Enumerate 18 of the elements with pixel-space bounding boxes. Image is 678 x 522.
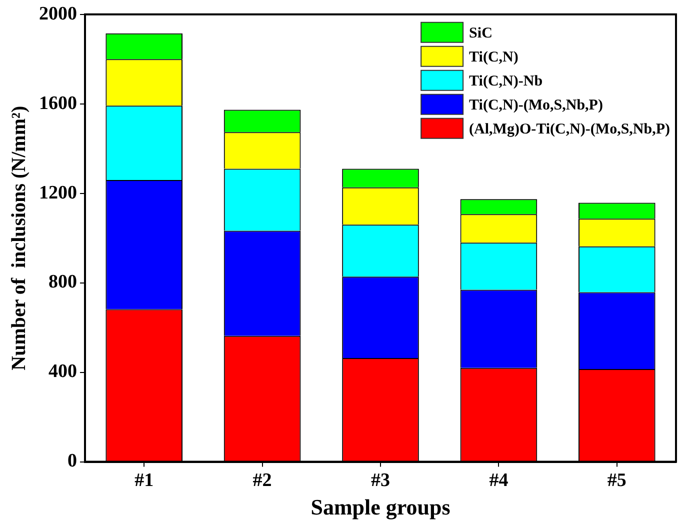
- x-tick-label: #3: [371, 470, 390, 492]
- y-tick-label: 0: [68, 450, 77, 472]
- y-tick-label: 2000: [39, 3, 77, 24]
- y-tick-label: 800: [48, 272, 77, 293]
- legend-label: Ti(C,N): [469, 49, 518, 66]
- y-tick-label: 400: [48, 361, 77, 382]
- x-axis-title: Sample groups: [310, 494, 451, 520]
- x-tick-label: #2: [252, 470, 272, 492]
- x-tick-label: #1: [134, 470, 154, 492]
- y-tick-label: 1200: [39, 182, 77, 204]
- legend-label: Ti(C,N)-Nb: [469, 73, 543, 90]
- x-tick-label: #4: [489, 470, 509, 492]
- legend-label: SiC: [469, 25, 492, 42]
- x-tick-label: #5: [607, 470, 626, 492]
- y-tick-label: 1600: [39, 92, 77, 114]
- y-axis-title: Number of inclusions (N/mm²): [8, 106, 30, 370]
- legend-label: (Al,Mg)O-Ti(C,N)-(Mo,S,Nb,P): [469, 121, 670, 138]
- legend-label: Ti(C,N)-(Mo,S,Nb,P): [469, 97, 603, 114]
